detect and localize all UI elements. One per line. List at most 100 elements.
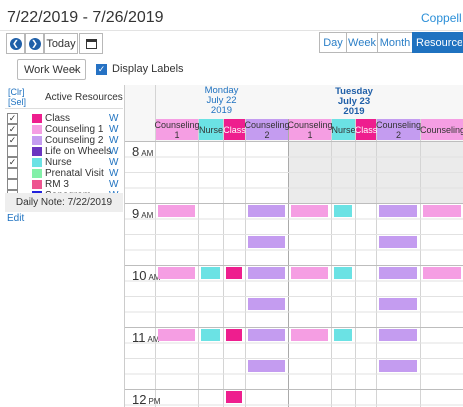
appointment-block[interactable] xyxy=(226,267,242,279)
resource-name: Life on Wheels xyxy=(45,145,112,157)
appointment-block[interactable] xyxy=(379,267,417,279)
resource-week-link[interactable]: W xyxy=(109,167,119,179)
appointment-block[interactable] xyxy=(334,205,352,217)
hour-number: 8 xyxy=(132,144,140,159)
resource-checkbox[interactable]: ✓ xyxy=(7,156,18,168)
resource-checkbox[interactable] xyxy=(7,167,18,179)
edit-link[interactable]: Edit xyxy=(7,213,25,224)
display-labels-checkbox[interactable]: ✓ xyxy=(96,63,107,75)
appointment-block[interactable] xyxy=(226,391,242,403)
display-labels-toggle[interactable]: ✓ Display Labels xyxy=(96,63,184,75)
day-header[interactable]: Tuesday July 23 2019 xyxy=(288,87,420,117)
resource-column-header[interactable]: Counseling 2 xyxy=(244,119,290,140)
resource-item[interactable]: RM 3 W xyxy=(5,178,123,190)
resource-color-swatch xyxy=(32,157,42,167)
resource-item[interactable]: ✓ Counseling 2 W xyxy=(5,134,123,146)
appointment-block[interactable] xyxy=(379,298,417,310)
resource-week-link[interactable]: W xyxy=(109,145,119,157)
resource-item[interactable]: Prenatal Visit W xyxy=(5,167,123,179)
appointment-block[interactable] xyxy=(158,329,195,341)
appointment-block[interactable] xyxy=(379,360,417,372)
today-button[interactable]: Today xyxy=(44,33,78,54)
resource-name: Counseling 1 xyxy=(45,123,104,135)
select-link[interactable]: [Sel] xyxy=(8,97,27,107)
day-header[interactable]: Monday July 22 2019 xyxy=(155,86,288,116)
appointment-block[interactable] xyxy=(248,236,285,248)
appointment-block[interactable] xyxy=(248,298,285,310)
day-header-name: Monday xyxy=(204,85,239,96)
appointment-block[interactable] xyxy=(226,329,242,341)
calendar-icon xyxy=(85,38,97,49)
resource-checkbox[interactable] xyxy=(7,145,18,157)
resource-color-swatch xyxy=(32,113,42,123)
day-header-year: 2019 xyxy=(210,105,233,116)
resource-checkbox[interactable]: ✓ xyxy=(7,123,18,135)
resource-item[interactable]: ✓ Counseling 1 W xyxy=(5,123,123,135)
appointment-block[interactable] xyxy=(291,205,328,217)
view-mode-select[interactable]: Work Week ⌄ xyxy=(17,59,86,80)
appointment-block[interactable] xyxy=(379,236,417,248)
resource-week-link[interactable]: W xyxy=(109,112,119,124)
resource-checkbox[interactable]: ✓ xyxy=(7,112,18,124)
view-week-button[interactable]: Week xyxy=(346,32,378,53)
appointment-block[interactable] xyxy=(423,267,461,279)
resource-header: [Clr] [Sel] Active Resources xyxy=(5,85,123,109)
site-name[interactable]: Coppell xyxy=(421,11,462,25)
resource-item[interactable]: Life on Wheels W xyxy=(5,145,123,157)
hour-label: 12 PM xyxy=(132,392,160,407)
resource-column-header[interactable]: Counseling 2 xyxy=(375,119,422,140)
resource-checkbox[interactable] xyxy=(7,178,18,190)
display-labels-label: Display Labels xyxy=(112,63,184,75)
calendar-picker-button[interactable] xyxy=(79,33,103,54)
resource-column-header[interactable]: Class xyxy=(355,119,377,140)
chevron-down-icon: ⌄ xyxy=(70,63,79,74)
day-header-name: Tuesday xyxy=(335,86,373,97)
hour-ampm: PM xyxy=(148,397,161,406)
resource-panel: [Clr] [Sel] Active Resources ✓ Class W ✓ Cou… xyxy=(5,85,125,407)
appointment-block[interactable] xyxy=(379,205,417,217)
resource-column-header[interactable]: Counseling 1 xyxy=(154,119,200,140)
hour-number: 11 xyxy=(132,330,146,345)
resource-name: Nurse xyxy=(45,156,72,168)
next-button[interactable]: ❯ xyxy=(25,33,44,54)
resource-week-link[interactable]: W xyxy=(109,156,119,168)
appointment-block[interactable] xyxy=(423,205,461,217)
prev-button[interactable]: ❮ xyxy=(6,33,25,54)
view-day-button[interactable]: Day xyxy=(319,32,347,53)
clear-link[interactable]: [Clr] xyxy=(8,87,25,97)
resource-column-header[interactable]: Counseling xyxy=(420,119,463,140)
resource-column-header[interactable]: Nurse xyxy=(332,119,356,140)
appointment-block[interactable] xyxy=(248,329,285,341)
appointment-block[interactable] xyxy=(158,267,195,279)
appointment-block[interactable] xyxy=(248,267,285,279)
appointment-block[interactable] xyxy=(379,329,417,341)
header-divider xyxy=(0,30,463,31)
view-resources-button[interactable]: Resources xyxy=(412,32,463,53)
resource-title: Active Resources xyxy=(45,92,123,103)
hour-label: 9 AM xyxy=(132,206,153,221)
resource-name: Counseling 2 xyxy=(45,134,104,146)
appointment-block[interactable] xyxy=(158,205,195,217)
resource-item[interactable]: ✓ Class W xyxy=(5,112,123,124)
resource-week-link[interactable]: W xyxy=(109,123,119,135)
resource-checkbox[interactable]: ✓ xyxy=(7,134,18,146)
view-mode-value: Work Week xyxy=(24,63,81,76)
resource-week-link[interactable]: W xyxy=(109,134,119,146)
appointment-block[interactable] xyxy=(334,329,352,341)
resource-item[interactable]: ✓ Nurse W xyxy=(5,156,123,168)
appointment-block[interactable] xyxy=(291,329,328,341)
appointment-block[interactable] xyxy=(291,267,328,279)
resource-column-header[interactable]: Counseling 1 xyxy=(287,119,333,140)
appointment-block[interactable] xyxy=(248,205,285,217)
daily-note[interactable]: Daily Note: 7/22/2019 xyxy=(5,193,123,212)
resource-column-header[interactable]: Nurse xyxy=(199,119,223,140)
view-month-button[interactable]: Month xyxy=(377,32,413,53)
appointment-block[interactable] xyxy=(248,360,285,372)
appointment-block[interactable] xyxy=(334,267,352,279)
hour-ampm: AM xyxy=(141,149,154,158)
resource-column-header[interactable]: Class xyxy=(223,119,246,140)
appointment-block[interactable] xyxy=(201,329,220,341)
resource-color-swatch xyxy=(32,179,42,189)
resource-week-link[interactable]: W xyxy=(109,178,119,190)
appointment-block[interactable] xyxy=(201,267,220,279)
